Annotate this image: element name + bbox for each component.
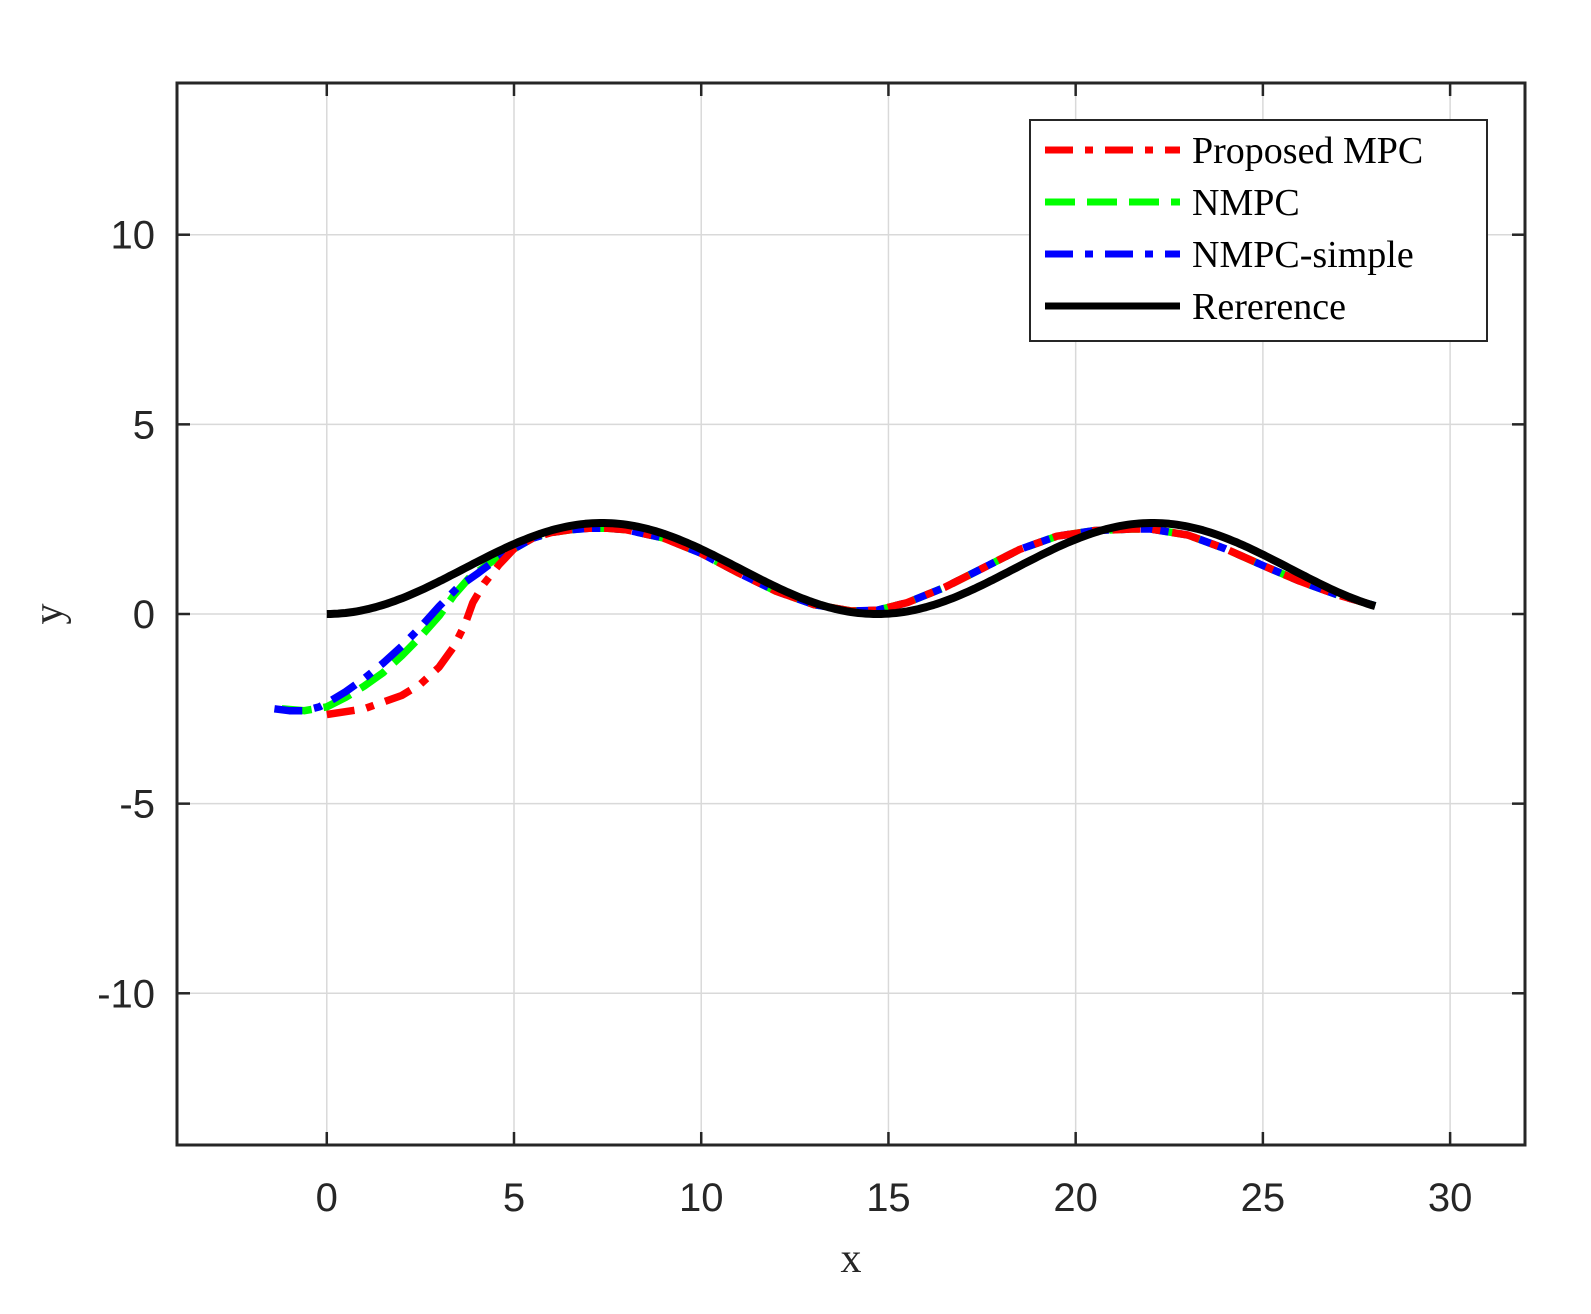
x-axis-title: x <box>841 1236 862 1282</box>
legend-label-0: Proposed MPC <box>1192 130 1423 172</box>
y-tick-label-1: -5 <box>119 783 155 827</box>
y-tick-label-3: 5 <box>133 403 155 447</box>
x-tick-label-3: 15 <box>866 1176 911 1220</box>
series-line-3 <box>326 519 1377 618</box>
y-tick-label-4: 10 <box>111 214 156 258</box>
plot-frame <box>175 81 1527 1147</box>
series-line-0 <box>326 524 1377 719</box>
x-tick-label-6: 30 <box>1428 1176 1473 1220</box>
y-axis-title: y <box>26 604 72 625</box>
legend-label-2: NMPC-simple <box>1192 234 1414 276</box>
x-tick-label-1: 5 <box>503 1176 525 1220</box>
y-tick-label-0: -10 <box>97 972 155 1016</box>
legend-label-1: NMPC <box>1192 182 1300 224</box>
x-tick-label-2: 10 <box>679 1176 724 1220</box>
series-lines <box>273 519 1377 719</box>
y-tick-label-2: 0 <box>133 593 155 637</box>
x-tick-label-4: 20 <box>1053 1176 1098 1220</box>
y-tick-labels: -10 -5 0 5 10 <box>97 214 155 1017</box>
legend: Proposed MPC NMPC NMPC-simple Rererence <box>1029 119 1488 342</box>
legend-label-3: Rererence <box>1192 286 1346 328</box>
x-tick-label-0: 0 <box>316 1176 338 1220</box>
x-tick-label-5: 25 <box>1241 1176 1286 1220</box>
x-tick-labels: 0 5 10 15 20 25 30 <box>316 1176 1473 1220</box>
axis-ticks <box>177 83 1525 1145</box>
